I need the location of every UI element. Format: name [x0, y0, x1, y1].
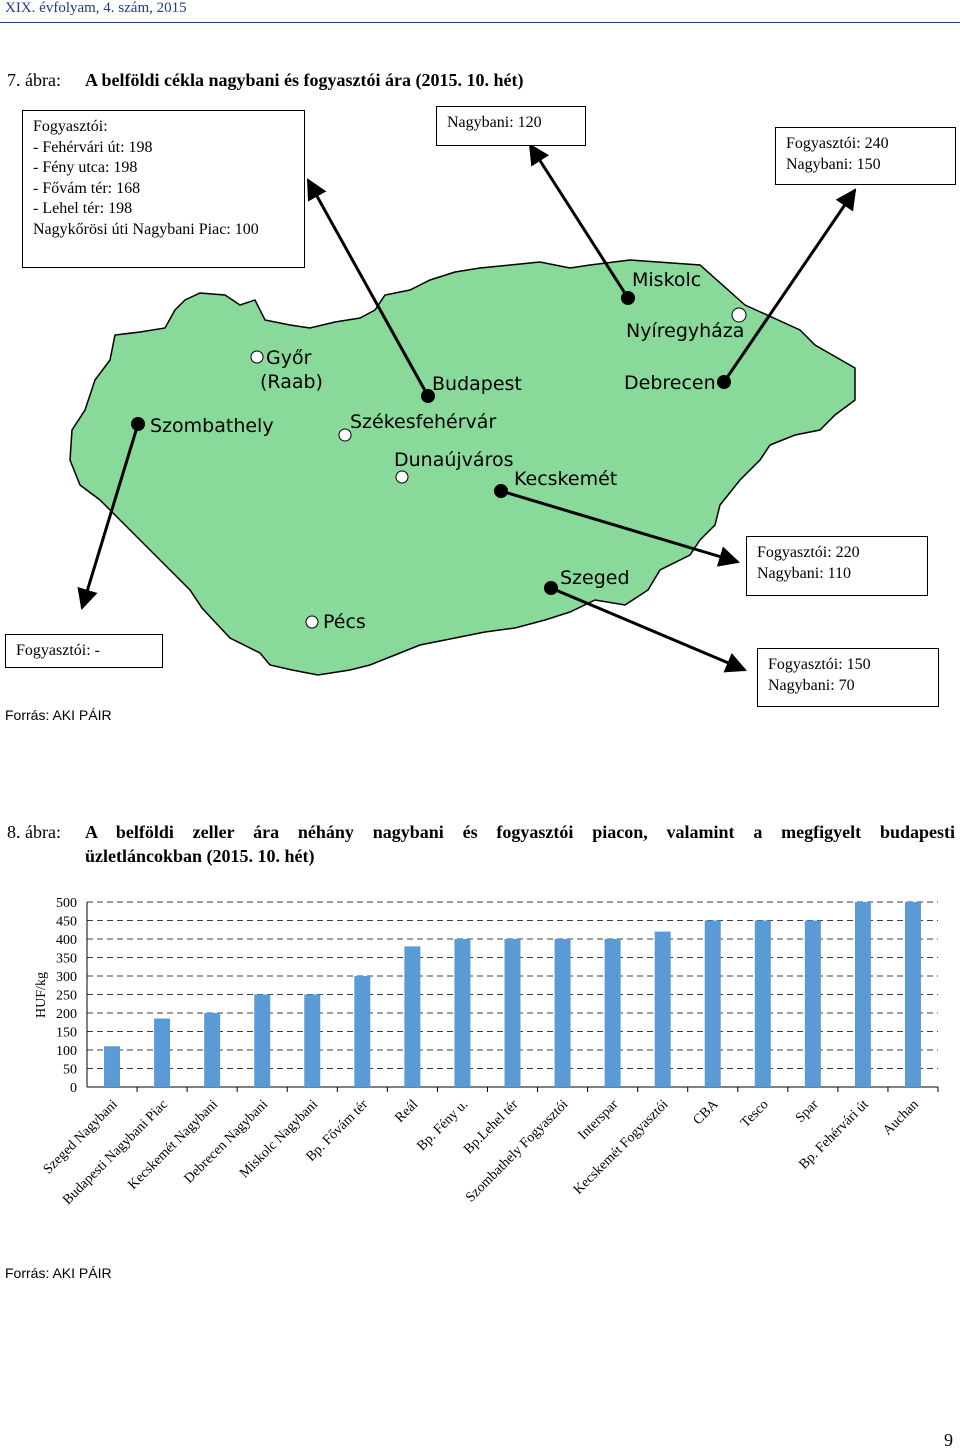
bar — [204, 1013, 221, 1087]
y-tick-label: 100 — [56, 1044, 77, 1059]
info-box-szombathely: Fogyasztói: - — [5, 634, 163, 668]
header-rule — [0, 22, 960, 23]
city-label-gyor: Győr — [266, 347, 312, 369]
bar — [154, 1018, 171, 1087]
bar — [904, 902, 921, 1087]
figure8-label: 8. ábra: — [7, 822, 61, 842]
x-tick-label: Kecskemét Fogyasztói — [571, 1097, 672, 1198]
x-tick-label: Kecskemét Nagybani — [125, 1097, 221, 1193]
city-label-miskolc: Miskolc — [632, 269, 701, 291]
figure8-source: Forrás: AKI PÁIR — [5, 1265, 112, 1281]
y-tick-label: 500 — [56, 896, 77, 911]
city-label-kecskemet: Kecskemét — [514, 468, 617, 490]
y-tick-label: 250 — [56, 989, 77, 1004]
y-axis-label: HUF/kg — [34, 972, 49, 1018]
x-tick-label: Szombathely Fogyasztói — [463, 1097, 571, 1205]
celery-price-chart: HUF/kg 0 50 100 150 200 250 300 350 400 450 500 Sz… — [34, 896, 939, 1208]
bar — [604, 939, 621, 1087]
y-tick-label: 450 — [56, 915, 77, 930]
y-tick-label: 150 — [56, 1026, 77, 1041]
bar — [704, 920, 721, 1087]
y-tick-label: 350 — [56, 952, 77, 967]
x-tick-label: Reál — [392, 1097, 421, 1126]
city-label-nyiregyhaza: Nyíregyháza — [626, 320, 744, 342]
y-tick-label: 0 — [70, 1081, 77, 1096]
info-box-szeged: Fogyasztói: 150 Nagybani: 70 — [757, 648, 939, 707]
x-tick-label: CBA — [691, 1097, 723, 1129]
figure7-label: 7. ábra: — [7, 70, 61, 90]
city-label-szombathely: Szombathely — [150, 415, 274, 437]
figure8-title-line2: üzletláncokban (2015. 10. hét) — [85, 846, 315, 866]
city-label-szekesfehervar: Székesfehérvár — [350, 411, 496, 433]
hungary-map: Miskolc Nyíregyháza Debrecen Budapest Gy… — [69, 143, 857, 676]
info-box-budapest: Fogyasztói: - Fehérvári út: 198 - Fény u… — [22, 110, 305, 268]
bar — [354, 976, 371, 1087]
bar — [504, 939, 521, 1087]
city-label-dunaujvaros: Dunaújváros — [394, 449, 513, 471]
y-tick-label: 400 — [56, 933, 77, 948]
y-tick-label: 200 — [56, 1007, 77, 1022]
city-label-szeged: Szeged — [560, 567, 630, 589]
bar — [804, 920, 821, 1087]
bar — [104, 1046, 121, 1087]
city-label-pecs: Pécs — [323, 611, 366, 633]
bar — [304, 994, 321, 1087]
info-box-miskolc: Nagybani: 120 — [436, 106, 586, 146]
city-label-debrecen: Debrecen — [624, 372, 716, 394]
info-box-debrecen: Fogyasztói: 240 Nagybani: 150 — [775, 127, 956, 185]
bar — [454, 939, 471, 1087]
journal-header: XIX. évfolyam, 4. szám, 2015 — [5, 0, 187, 16]
figure8-title-line1: A belföldi zeller ára néhány nagybani és… — [85, 822, 955, 842]
page-number: 9 — [944, 1430, 953, 1450]
city-label-budapest: Budapest — [432, 373, 522, 395]
city-label-raab: (Raab) — [260, 371, 323, 393]
bar — [554, 939, 571, 1087]
y-tick-label: 300 — [56, 970, 77, 985]
bar — [254, 994, 271, 1087]
y-tick-label: 50 — [63, 1063, 77, 1078]
bar — [854, 902, 871, 1087]
x-tick-label: Tesco — [738, 1097, 772, 1131]
bar — [754, 920, 771, 1087]
x-tick-label: Spar — [793, 1097, 822, 1126]
bar — [654, 931, 671, 1087]
x-tick-label: Interspar — [576, 1097, 622, 1143]
figure7-title: A belföldi cékla nagybani és fogyasztói … — [85, 70, 524, 90]
info-box-kecskemet: Fogyasztói: 220 Nagybani: 110 — [746, 536, 928, 596]
bar — [404, 946, 421, 1087]
map-shape — [69, 259, 856, 676]
x-tick-label: Debrecen Nagybani — [182, 1097, 272, 1187]
x-tick-label: Auchan — [880, 1097, 921, 1138]
figure7-source: Forrás: AKI PÁIR — [5, 707, 112, 723]
